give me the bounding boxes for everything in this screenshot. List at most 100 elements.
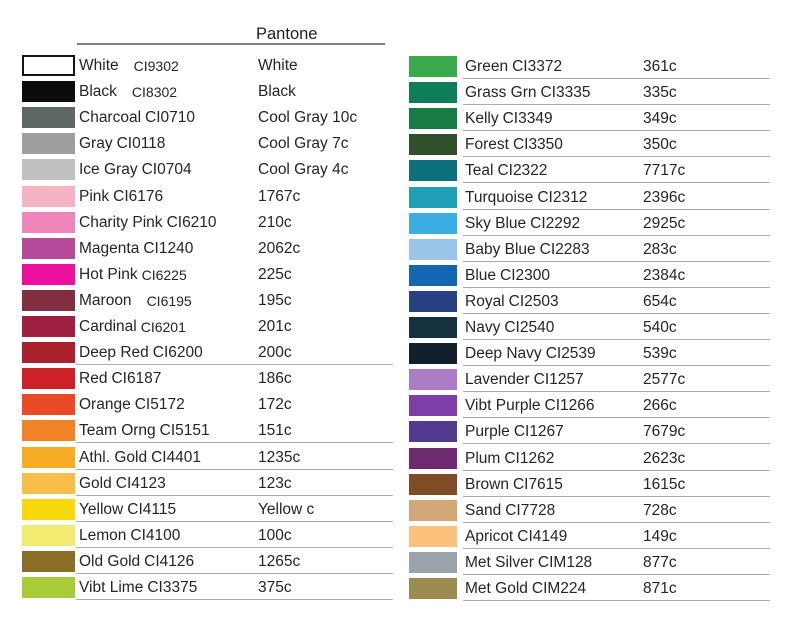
- color-label: Plum CI1262: [465, 448, 554, 470]
- pantone-column-header: Pantone: [256, 25, 318, 43]
- color-row: Teal CI2322 7717c: [409, 160, 772, 186]
- row-divider: [463, 286, 770, 288]
- color-swatch: [22, 237, 75, 259]
- color-swatch: [22, 577, 75, 598]
- color-label: Deep Navy CI2539: [465, 343, 596, 365]
- color-row: Orange CI5172 172c: [22, 394, 394, 420]
- color-code: CI6200: [152, 344, 203, 362]
- pantone-value: 2062c: [258, 239, 301, 257]
- pantone-value: 1767c: [258, 187, 301, 205]
- color-code: CIM224: [531, 580, 587, 597]
- color-name: Purple: [465, 423, 510, 441]
- color-swatch: [409, 317, 457, 338]
- color-row: Deep Red CI6200 200c: [22, 342, 394, 368]
- color-row: Royal CI2503 654c: [409, 290, 772, 317]
- color-code: CI1240: [143, 239, 194, 257]
- header-underline: [77, 43, 385, 45]
- color-swatch: [22, 550, 75, 572]
- color-name: Baby Blue: [465, 240, 536, 258]
- color-row: Met Silver CIM128 877c: [409, 551, 772, 578]
- row-divider: [76, 572, 393, 574]
- color-name: Sand: [465, 501, 502, 519]
- color-label: Royal CI2503: [465, 291, 559, 313]
- color-name: Apricot: [465, 527, 514, 545]
- color-row: Vibt Purple CI1266 266c: [409, 395, 772, 421]
- color-swatch: [22, 524, 75, 546]
- color-code: CI2539: [545, 345, 596, 363]
- color-swatch: [22, 263, 75, 285]
- color-swatch: [409, 473, 457, 495]
- pantone-value: 201c: [258, 318, 292, 335]
- color-name: Charity Pink: [79, 213, 163, 231]
- color-label: Ice Gray CI0704: [79, 159, 192, 181]
- color-swatch: [409, 551, 457, 573]
- row-divider: [76, 546, 393, 548]
- pantone-value: 1265c: [258, 552, 301, 570]
- color-row: Gray CI0118 Cool Gray 7c: [22, 133, 394, 159]
- color-row: Gold CI4123 123c: [22, 472, 394, 499]
- pantone-value: Cool Gray 10c: [258, 109, 358, 127]
- color-row: Purple CI1267 7679c: [409, 421, 772, 447]
- color-swatch: [22, 81, 75, 103]
- color-name: Green: [465, 58, 509, 75]
- color-row: Maroon CI6195 195c: [22, 289, 394, 316]
- row-divider: [463, 130, 770, 132]
- color-label: Apricot CI4149: [465, 526, 567, 548]
- pantone-value: 877c: [643, 553, 677, 571]
- color-row: Blue CI2300 2384c: [409, 264, 772, 291]
- row-divider: [463, 339, 770, 340]
- color-row: Lemon CI4100 100c: [22, 524, 394, 551]
- color-code: CI0710: [145, 109, 196, 127]
- color-swatch: [409, 395, 457, 417]
- color-swatch: [409, 264, 457, 286]
- color-swatch: [409, 447, 457, 469]
- color-swatch: [22, 420, 75, 442]
- color-name: Orange: [79, 396, 131, 414]
- color-label: Old Gold CI4126: [79, 551, 194, 573]
- color-name: Black: [79, 83, 117, 101]
- color-label: Met Gold CIM224: [465, 578, 586, 600]
- color-label: Team Orng CI5151: [79, 420, 210, 442]
- color-row: Met Gold CIM224 871c: [409, 578, 772, 604]
- color-swatch: [409, 369, 457, 391]
- color-label: White CI9302: [79, 55, 179, 77]
- pantone-value: 728c: [643, 501, 677, 519]
- color-swatch: [22, 316, 75, 337]
- pantone-value: 149c: [643, 527, 677, 545]
- color-name: Maroon: [79, 291, 132, 309]
- color-row: White CI9302 White: [22, 55, 394, 81]
- row-divider: [76, 442, 393, 444]
- color-swatch: [409, 499, 457, 521]
- color-code: CI5172: [134, 396, 185, 414]
- color-label: Purple CI1267: [465, 421, 564, 443]
- color-label: Grass Grn CI3335: [465, 82, 590, 104]
- color-name: Gray: [79, 135, 113, 153]
- color-name: Cardinal: [79, 318, 137, 335]
- color-code: CI7615: [512, 475, 563, 493]
- color-label: Hot Pink CI6225: [79, 264, 187, 286]
- color-name: Lemon: [79, 526, 127, 544]
- color-swatch: [22, 185, 75, 207]
- color-name: Royal: [465, 292, 505, 310]
- color-code: CI4115: [127, 500, 177, 518]
- color-swatch: [409, 578, 457, 599]
- color-swatch: [22, 342, 75, 364]
- row-divider: [76, 364, 393, 366]
- color-label: Lavender CI1257: [465, 369, 584, 391]
- row-divider: [463, 312, 770, 314]
- color-swatch: [22, 498, 75, 520]
- color-code: CI1257: [533, 371, 584, 389]
- color-label: Cardinal CI6201: [79, 316, 186, 338]
- color-code: CI2312: [537, 188, 588, 206]
- color-code: CI1266: [544, 397, 595, 415]
- color-code: CI4100: [130, 526, 181, 544]
- color-swatch: [22, 159, 75, 181]
- pantone-value: 2925c: [643, 214, 686, 232]
- pantone-value: 123c: [258, 474, 292, 492]
- color-row: Team Orng CI5151 151c: [22, 420, 394, 446]
- color-swatch: [22, 446, 75, 468]
- color-row: Sky Blue CI2292 2925c: [409, 212, 772, 239]
- pantone-value: 225c: [258, 265, 292, 283]
- color-swatch: [409, 82, 457, 104]
- color-name: Plum: [465, 449, 501, 467]
